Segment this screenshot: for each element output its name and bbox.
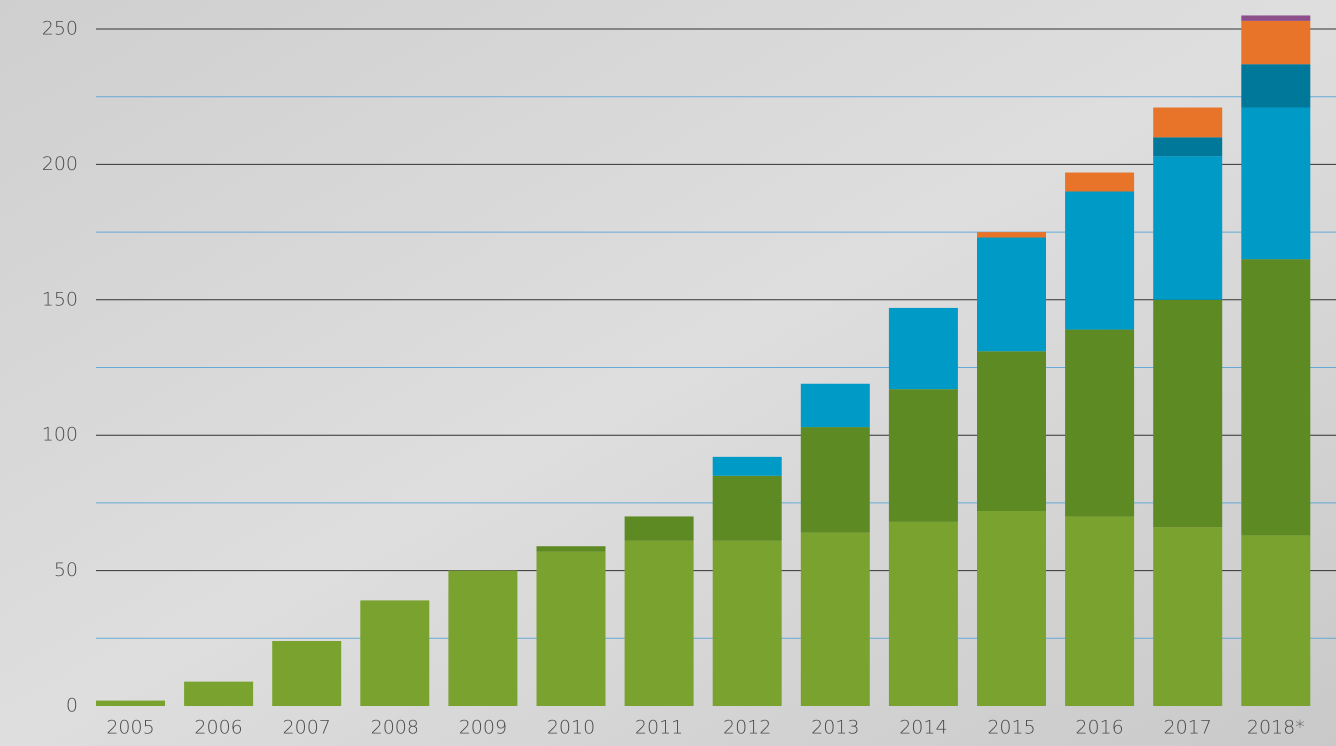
y-tick-label: 0 bbox=[66, 695, 78, 717]
bar-segment bbox=[1065, 173, 1134, 192]
x-tick-label: 2005 bbox=[106, 717, 154, 739]
bar-segment bbox=[1153, 108, 1222, 138]
x-tick-label: 2017 bbox=[1164, 717, 1212, 739]
y-tick-label: 100 bbox=[42, 424, 78, 446]
bar-segment bbox=[977, 232, 1046, 237]
y-tick-label: 200 bbox=[42, 153, 78, 175]
x-tick-label: 2007 bbox=[283, 717, 331, 739]
bar-segment bbox=[1153, 527, 1222, 706]
x-tick-label: 2013 bbox=[811, 717, 859, 739]
bar-segment bbox=[1065, 191, 1134, 329]
x-tick-label: 2008 bbox=[371, 717, 419, 739]
x-tick-label: 2006 bbox=[194, 717, 242, 739]
x-tick-label: 2010 bbox=[547, 717, 595, 739]
bar-segment bbox=[1241, 259, 1310, 535]
bar-segment bbox=[625, 516, 694, 540]
bar-segment bbox=[713, 541, 782, 706]
bar-segment bbox=[625, 541, 694, 706]
y-tick-label: 50 bbox=[54, 559, 78, 581]
bar-segment bbox=[184, 682, 253, 706]
x-tick-label: 2014 bbox=[899, 717, 947, 739]
bar-segment bbox=[889, 522, 958, 706]
bar-segment bbox=[537, 546, 606, 551]
bar-segment bbox=[1241, 108, 1310, 260]
bar-segment bbox=[1241, 535, 1310, 706]
bar-segment bbox=[1241, 64, 1310, 107]
bar-segment bbox=[96, 701, 165, 706]
bar-segment bbox=[360, 600, 429, 706]
x-tick-label: 2016 bbox=[1075, 717, 1123, 739]
bar-segment bbox=[1153, 156, 1222, 300]
page: {"chart_data": {"type": "stacked-bar", "… bbox=[0, 0, 1336, 746]
bar-segment bbox=[1065, 330, 1134, 517]
bar-segment bbox=[1241, 21, 1310, 64]
bar-segment bbox=[977, 511, 1046, 706]
bar-segment bbox=[537, 552, 606, 706]
bar-segment bbox=[889, 308, 958, 389]
bar-segment bbox=[801, 533, 870, 706]
y-tick-label: 150 bbox=[42, 288, 78, 310]
bar-segment bbox=[977, 238, 1046, 352]
x-tick-label: 2015 bbox=[987, 717, 1035, 739]
bar-segment bbox=[448, 571, 517, 706]
bar-segment bbox=[977, 351, 1046, 511]
bar-segment bbox=[1153, 300, 1222, 527]
y-tick-label: 250 bbox=[42, 18, 78, 40]
bar-segment bbox=[1241, 15, 1310, 20]
chart: 0 50 100 150 200 250 2005 2006 2007 2008 2009 2010 2… bbox=[0, 0, 1336, 746]
bar-segment bbox=[889, 389, 958, 522]
x-tick-label: 2012 bbox=[723, 717, 771, 739]
bar-segment bbox=[713, 476, 782, 541]
bar-segment bbox=[1065, 516, 1134, 706]
bar-segment bbox=[1153, 137, 1222, 156]
bar-segment bbox=[801, 427, 870, 533]
x-tick-label: 2009 bbox=[459, 717, 507, 739]
x-tick-label: 2011 bbox=[635, 717, 683, 739]
bar-segment bbox=[272, 641, 341, 706]
x-tick-label: 2018* bbox=[1247, 717, 1305, 739]
bar-segment bbox=[713, 457, 782, 476]
bar-segment bbox=[801, 384, 870, 427]
